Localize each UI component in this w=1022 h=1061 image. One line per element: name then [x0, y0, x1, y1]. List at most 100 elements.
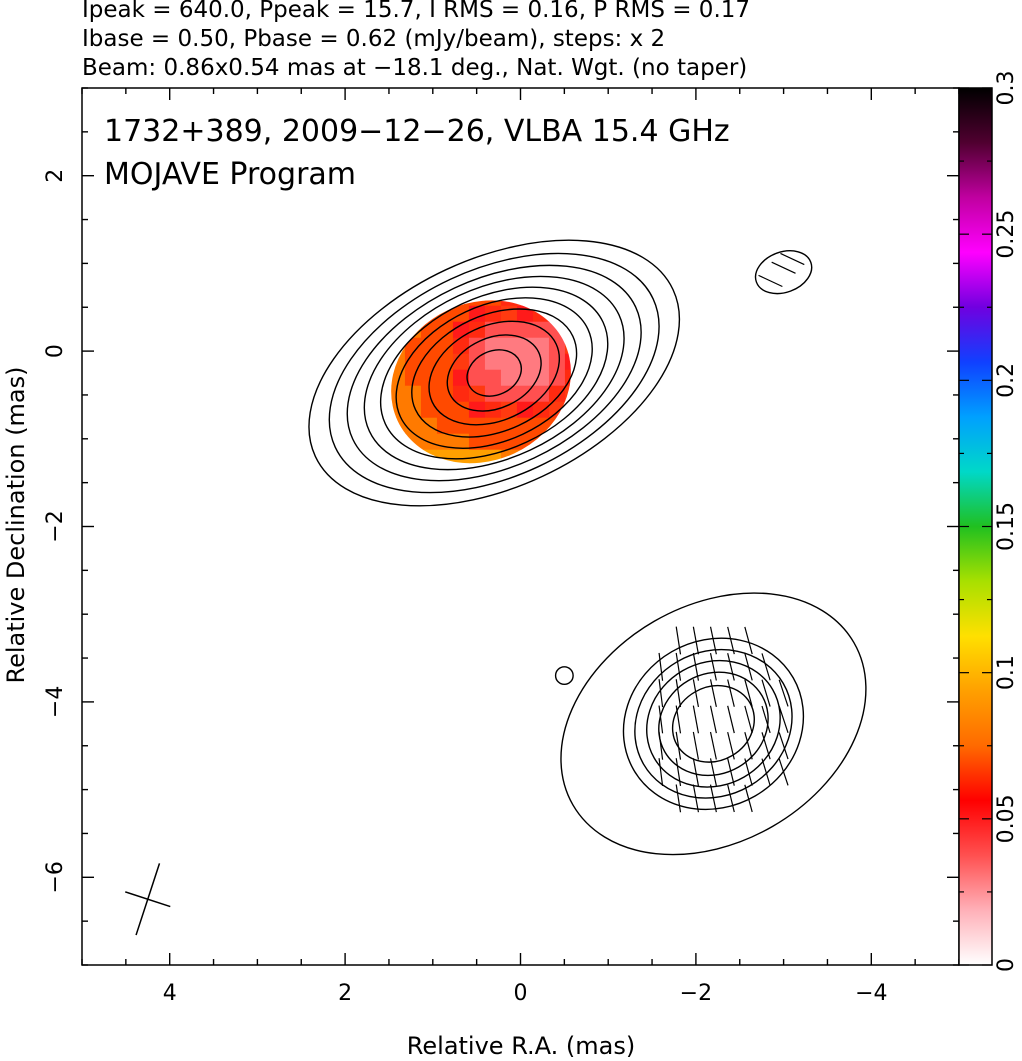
evpa-vector [692, 758, 700, 786]
evpa-vector [761, 679, 771, 707]
evpa-vector [692, 679, 700, 708]
y-tick-label: 2 [43, 169, 68, 183]
pol-pixel [468, 369, 486, 387]
pol-pixel [436, 401, 454, 419]
evpa-vector [709, 731, 717, 760]
colorbar-tick-label: 0.05 [994, 794, 1019, 843]
plot-frame [81, 87, 960, 966]
evpa-vector [658, 731, 664, 760]
evpa-vector [675, 731, 682, 760]
pol-pixel [468, 401, 486, 419]
x-tick-label: 0 [514, 981, 528, 1006]
plot-area [125, 239, 867, 936]
pol-pixel [452, 401, 470, 419]
evpa-vector [744, 784, 753, 813]
evpa-vector [727, 626, 735, 655]
pol-pixel [516, 305, 534, 323]
pol-pixel [436, 353, 454, 371]
core-contour [411, 308, 578, 438]
pol-pixel [436, 369, 454, 387]
evpa-vector [744, 626, 753, 655]
evpa-vector [692, 626, 700, 655]
pol-pixel [420, 449, 438, 467]
core-contour [428, 320, 561, 426]
pol-pixel [500, 321, 518, 339]
colorbar-tick-label: 0.1 [994, 655, 1019, 690]
pol-pixel [516, 321, 534, 339]
pol-pixel [404, 385, 422, 403]
beam-cross [125, 863, 171, 936]
pol-pixel [420, 353, 438, 371]
pol-pixel [548, 465, 566, 483]
pol-pixel [532, 401, 550, 419]
header-line-3: Beam: 0.86x0.54 mas at −18.1 deg., Nat. … [82, 55, 748, 81]
pol-pixel [452, 417, 470, 435]
evpa-vector [675, 758, 682, 787]
colorbar-tick-label: 0.15 [994, 502, 1019, 551]
x-tick-label: 4 [163, 981, 177, 1006]
pol-pixel [532, 369, 550, 387]
colorbar-tick-label: 0.25 [994, 210, 1019, 259]
evpa-vector [709, 626, 717, 655]
pol-pixel [452, 353, 470, 371]
evpa-vector [692, 652, 700, 681]
evpa-vector [709, 679, 717, 707]
evpa-vector [778, 758, 789, 786]
pol-pixel [452, 385, 470, 403]
pol-pixel [484, 305, 502, 323]
pol-pixel [484, 417, 502, 435]
core-contour [308, 239, 681, 507]
evpa-vector [692, 731, 700, 760]
pol-pixel [548, 353, 566, 371]
evpa-vector [758, 274, 783, 288]
pol-pixel [548, 385, 566, 403]
pol-pixel [500, 305, 518, 323]
evpa-vector [675, 705, 682, 734]
evpa-vector [727, 784, 735, 813]
core-contour [395, 297, 593, 449]
pol-pixel [452, 369, 470, 387]
pol-pixel [468, 417, 486, 435]
header-line-2: Ibase = 0.50, Pbase = 0.62 (mJy/beam), s… [82, 26, 666, 52]
pol-pixel [436, 385, 454, 403]
pol-pixel [564, 465, 582, 483]
evpa-vectors [658, 252, 805, 813]
evpa-vector [780, 252, 805, 266]
jet-contour [560, 592, 867, 856]
pol-pixel [468, 449, 486, 467]
evpa-vector [778, 705, 789, 733]
jet-contour [622, 637, 805, 811]
colorbar-ticks: 0 0.05 0.1 0.15 0.2 0.25 0.3 [959, 71, 1019, 972]
pol-pixel [452, 337, 470, 355]
pol-pixel [468, 433, 486, 451]
evpa-vector [727, 679, 735, 707]
pol-pixel [388, 465, 406, 483]
evpa-vector [761, 705, 771, 734]
y-tick-label: −2 [43, 510, 68, 542]
evpa-vector [658, 679, 664, 708]
pol-pixel [564, 353, 582, 371]
evpa-vector [727, 731, 735, 760]
pol-pixel [484, 369, 502, 387]
evpa-vector [771, 261, 796, 274]
source-annotation: 1732+389, 2009−12−26, VLBA 15.4 GHz [104, 114, 730, 149]
pol-pixel [500, 353, 518, 371]
pol-pixel [468, 337, 486, 355]
jet-contour [658, 671, 769, 777]
pol-pixel [452, 449, 470, 467]
jet-contour [671, 684, 755, 763]
y-tick-label: −6 [43, 861, 68, 893]
pol-pixel [436, 337, 454, 355]
pol-pixel [436, 417, 454, 435]
pol-pixel [548, 449, 566, 467]
evpa-vector [744, 653, 753, 681]
x-tick-label: 2 [338, 981, 352, 1006]
pol-pixel [420, 369, 438, 387]
evpa-vector [709, 652, 717, 681]
pol-pixel [404, 417, 422, 435]
core-contour [466, 349, 522, 397]
core-contour [328, 252, 660, 494]
x-tick-label: −2 [680, 981, 712, 1006]
pol-pixel [420, 337, 438, 355]
